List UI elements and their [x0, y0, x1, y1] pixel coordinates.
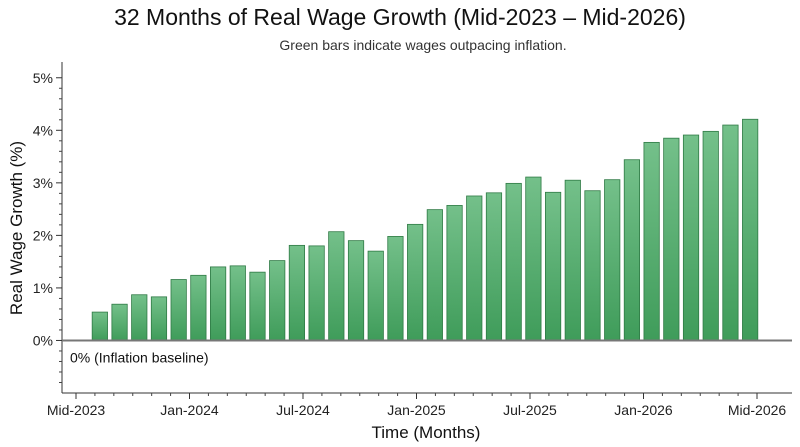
bar — [643, 141, 660, 341]
bar — [584, 190, 601, 341]
bar — [485, 192, 503, 341]
bar — [545, 191, 562, 341]
chart-subtitle: Green bars indicate wages outpacing infl… — [279, 37, 567, 53]
bar — [288, 244, 305, 341]
x-tick-label: Jul-2025 — [503, 402, 557, 418]
y-tick-label: 0% — [33, 332, 53, 348]
bar — [663, 137, 680, 341]
baseline-label: 0% (Inflation baseline) — [70, 349, 209, 365]
bar — [505, 182, 522, 341]
bar — [91, 311, 108, 341]
x-tick-label: Jan-2024 — [160, 402, 219, 418]
bar — [150, 296, 168, 341]
x-tick-label: Mid-2023 — [47, 402, 106, 418]
bar — [604, 179, 621, 341]
bar — [308, 245, 325, 341]
bar — [190, 274, 207, 341]
bar — [722, 124, 739, 341]
bar — [328, 231, 345, 341]
bar — [170, 279, 187, 341]
x-axis-title: Time (Months) — [372, 423, 481, 442]
chart-title: 32 Months of Real Wage Growth (Mid-2023 … — [114, 4, 686, 30]
x-axis: Mid-2023 Jan-2024 Jul-2024 Jan-2025 Jul-2025… — [47, 392, 792, 418]
x-tick-label: Mid-2026 — [728, 402, 787, 418]
bar — [446, 205, 463, 341]
bar — [702, 130, 719, 341]
y-tick-label: 1% — [33, 280, 53, 296]
bar — [131, 294, 148, 341]
bar — [111, 303, 128, 341]
y-tick-label: 5% — [33, 70, 53, 86]
y-tick-label: 4% — [33, 122, 53, 138]
bar — [682, 134, 700, 341]
x-tick-label: Jan-2026 — [614, 402, 673, 418]
bar — [347, 240, 365, 341]
bar — [249, 271, 266, 341]
bar — [269, 260, 286, 341]
bar — [426, 209, 443, 341]
bar — [387, 236, 404, 341]
y-axis-title: Real Wage Growth (%) — [7, 141, 26, 315]
x-tick-label: Jul-2024 — [276, 402, 330, 418]
bar — [210, 266, 227, 341]
bar — [623, 159, 640, 341]
bar — [466, 195, 483, 341]
bar — [525, 176, 542, 341]
bar — [367, 250, 384, 341]
bar — [407, 223, 424, 341]
y-tick-label: 3% — [33, 175, 53, 191]
x-tick-label: Jan-2025 — [387, 402, 446, 418]
bar — [229, 265, 246, 341]
bars — [91, 118, 759, 341]
bar — [564, 179, 581, 341]
y-axis: 0% 1% 2% 3% 4% 5% — [33, 62, 63, 393]
bar — [742, 118, 759, 341]
y-tick-label: 2% — [33, 227, 53, 243]
